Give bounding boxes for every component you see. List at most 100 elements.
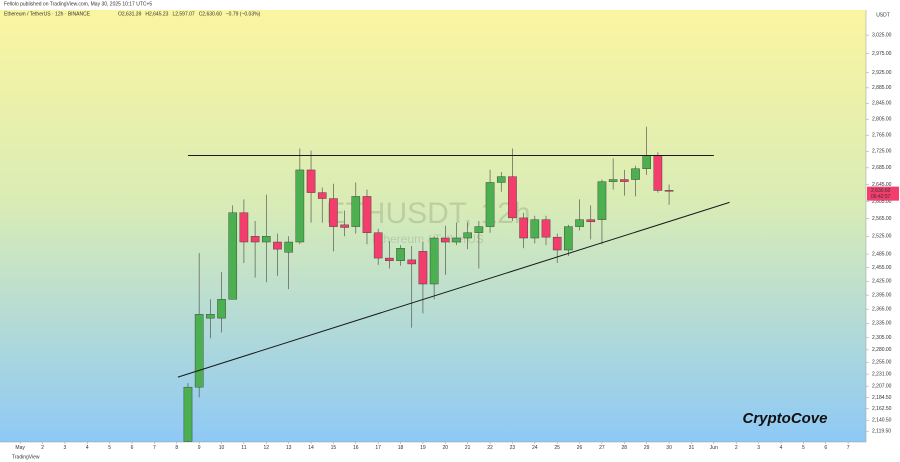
x-tick-label: 3 [64,445,67,451]
brand: CryptoCove [742,410,827,427]
x-tick-label: 11 [241,445,246,451]
candle-body [541,219,551,238]
y-tick-label: 2,605.00 [872,199,892,205]
chart-title: Ethereum / TetherUS · 12h · BINANCE [4,11,91,17]
x-tick-label: 4 [780,445,783,451]
x-tick-label: 14 [308,445,314,451]
candle-body [620,179,629,182]
candle-body [228,212,238,300]
x-tick-label: 26 [577,445,583,451]
y-tick-label: 2,207.00 [872,383,892,389]
candle-body [273,241,282,250]
candle-body [351,196,361,227]
y-tick-label: 2,184.50 [872,395,892,401]
y-tick-label: 2,685.00 [872,165,892,171]
x-tick-label: 27 [599,445,605,451]
x-tick-label: May [15,445,25,451]
candle-body [261,236,271,243]
candle-body [183,386,193,442]
y-tick-label: 2,162.50 [872,406,892,412]
candle-body [530,219,540,239]
x-tick-label: Jun [710,445,718,451]
y-tick-label: 2,725.00 [872,149,892,155]
x-tick-label: 16 [353,445,359,451]
header-value: −0.79 (−0.03%) [226,11,261,17]
x-tick-label: 22 [487,445,493,451]
y-axis-label: USDT [876,12,890,18]
candle-body [340,224,349,228]
header-value: O2,631.39 [118,11,142,17]
candle-body [496,176,506,183]
candle-body [385,257,394,261]
y-tick-label: 2,335.00 [872,321,892,327]
x-tick-label: 5 [108,445,111,451]
candle-body [653,155,663,191]
y-tick-label: 2,645.00 [872,182,892,188]
y-tick-label: 2,395.00 [872,292,892,298]
y-tick-label: 2,925.00 [872,70,892,76]
price-tag [867,186,899,201]
candle-body [206,314,215,319]
candle-body [317,192,327,199]
x-tick-label: 6 [131,445,134,451]
x-tick-label: 6 [824,445,827,451]
candle-body [362,196,372,233]
x-tick-label: 28 [622,445,628,451]
x-tick-label: 7 [153,445,156,451]
y-tick-label: 2,255.00 [872,360,892,366]
y-tick-label: 2,485.00 [872,251,892,257]
plot-background [0,10,866,442]
header-value: C2,630.60 [199,11,222,17]
x-tick-label: 21 [465,445,471,451]
x-tick-label: 23 [510,445,516,451]
x-tick-label: 20 [443,445,449,451]
y-tick-label: 2,231.00 [872,371,892,377]
candle-body [284,241,293,253]
y-tick-label: 2,845.00 [872,101,892,107]
x-tick-label: 10 [219,445,225,451]
x-tick-label: 9 [198,445,201,451]
y-tick-label: 2,305.00 [872,335,892,341]
watermark-sub: Ethereum / TetherUS [372,232,484,246]
x-tick-label: 17 [375,445,381,451]
candle-body [407,259,417,265]
candle-body [564,226,573,251]
candle-body [194,314,204,388]
candle-body [329,198,338,227]
candle-body [474,226,484,233]
x-tick-label: 8 [175,445,178,451]
candle-body [664,190,674,192]
x-tick-label: 3 [757,445,760,451]
x-tick-label: 18 [398,445,404,451]
y-tick-label: 2,425.00 [872,279,892,285]
candle-body [631,168,640,180]
footer-logo: TradingView [12,454,40,460]
y-tick-label: 2,805.00 [872,117,892,123]
candle-body [306,169,316,193]
candle-body [441,237,450,243]
x-tick-label: 19 [420,445,426,451]
price-tag-countdown: 06:42:57 [871,194,891,200]
y-tick-label: 2,975.00 [872,51,892,57]
y-tick-label: 2,565.00 [872,216,892,222]
candle-body [250,236,260,243]
x-tick-label: 30 [666,445,672,451]
y-tick-label: 2,119.50 [872,429,891,435]
y-tick-label: 2,525.00 [872,234,892,240]
candle-body [373,232,383,259]
candle-body [429,237,439,285]
candle-body [642,155,652,169]
x-tick-label: 4 [86,445,89,451]
y-tick-label: 2,365.00 [872,306,892,312]
candle-body [217,299,226,319]
publisher: Fellolo published on TradingView.com, Ma… [4,1,152,7]
candle-body [608,179,618,182]
trendline [177,201,730,378]
candle-body [295,169,305,243]
x-tick-label: 31 [689,445,695,451]
price-tag-label: 2,630.60 [871,188,891,194]
y-tick-label: 2,455.00 [872,265,892,271]
x-tick-label: 7 [847,445,850,451]
header-value: L2,597.07 [172,11,194,17]
